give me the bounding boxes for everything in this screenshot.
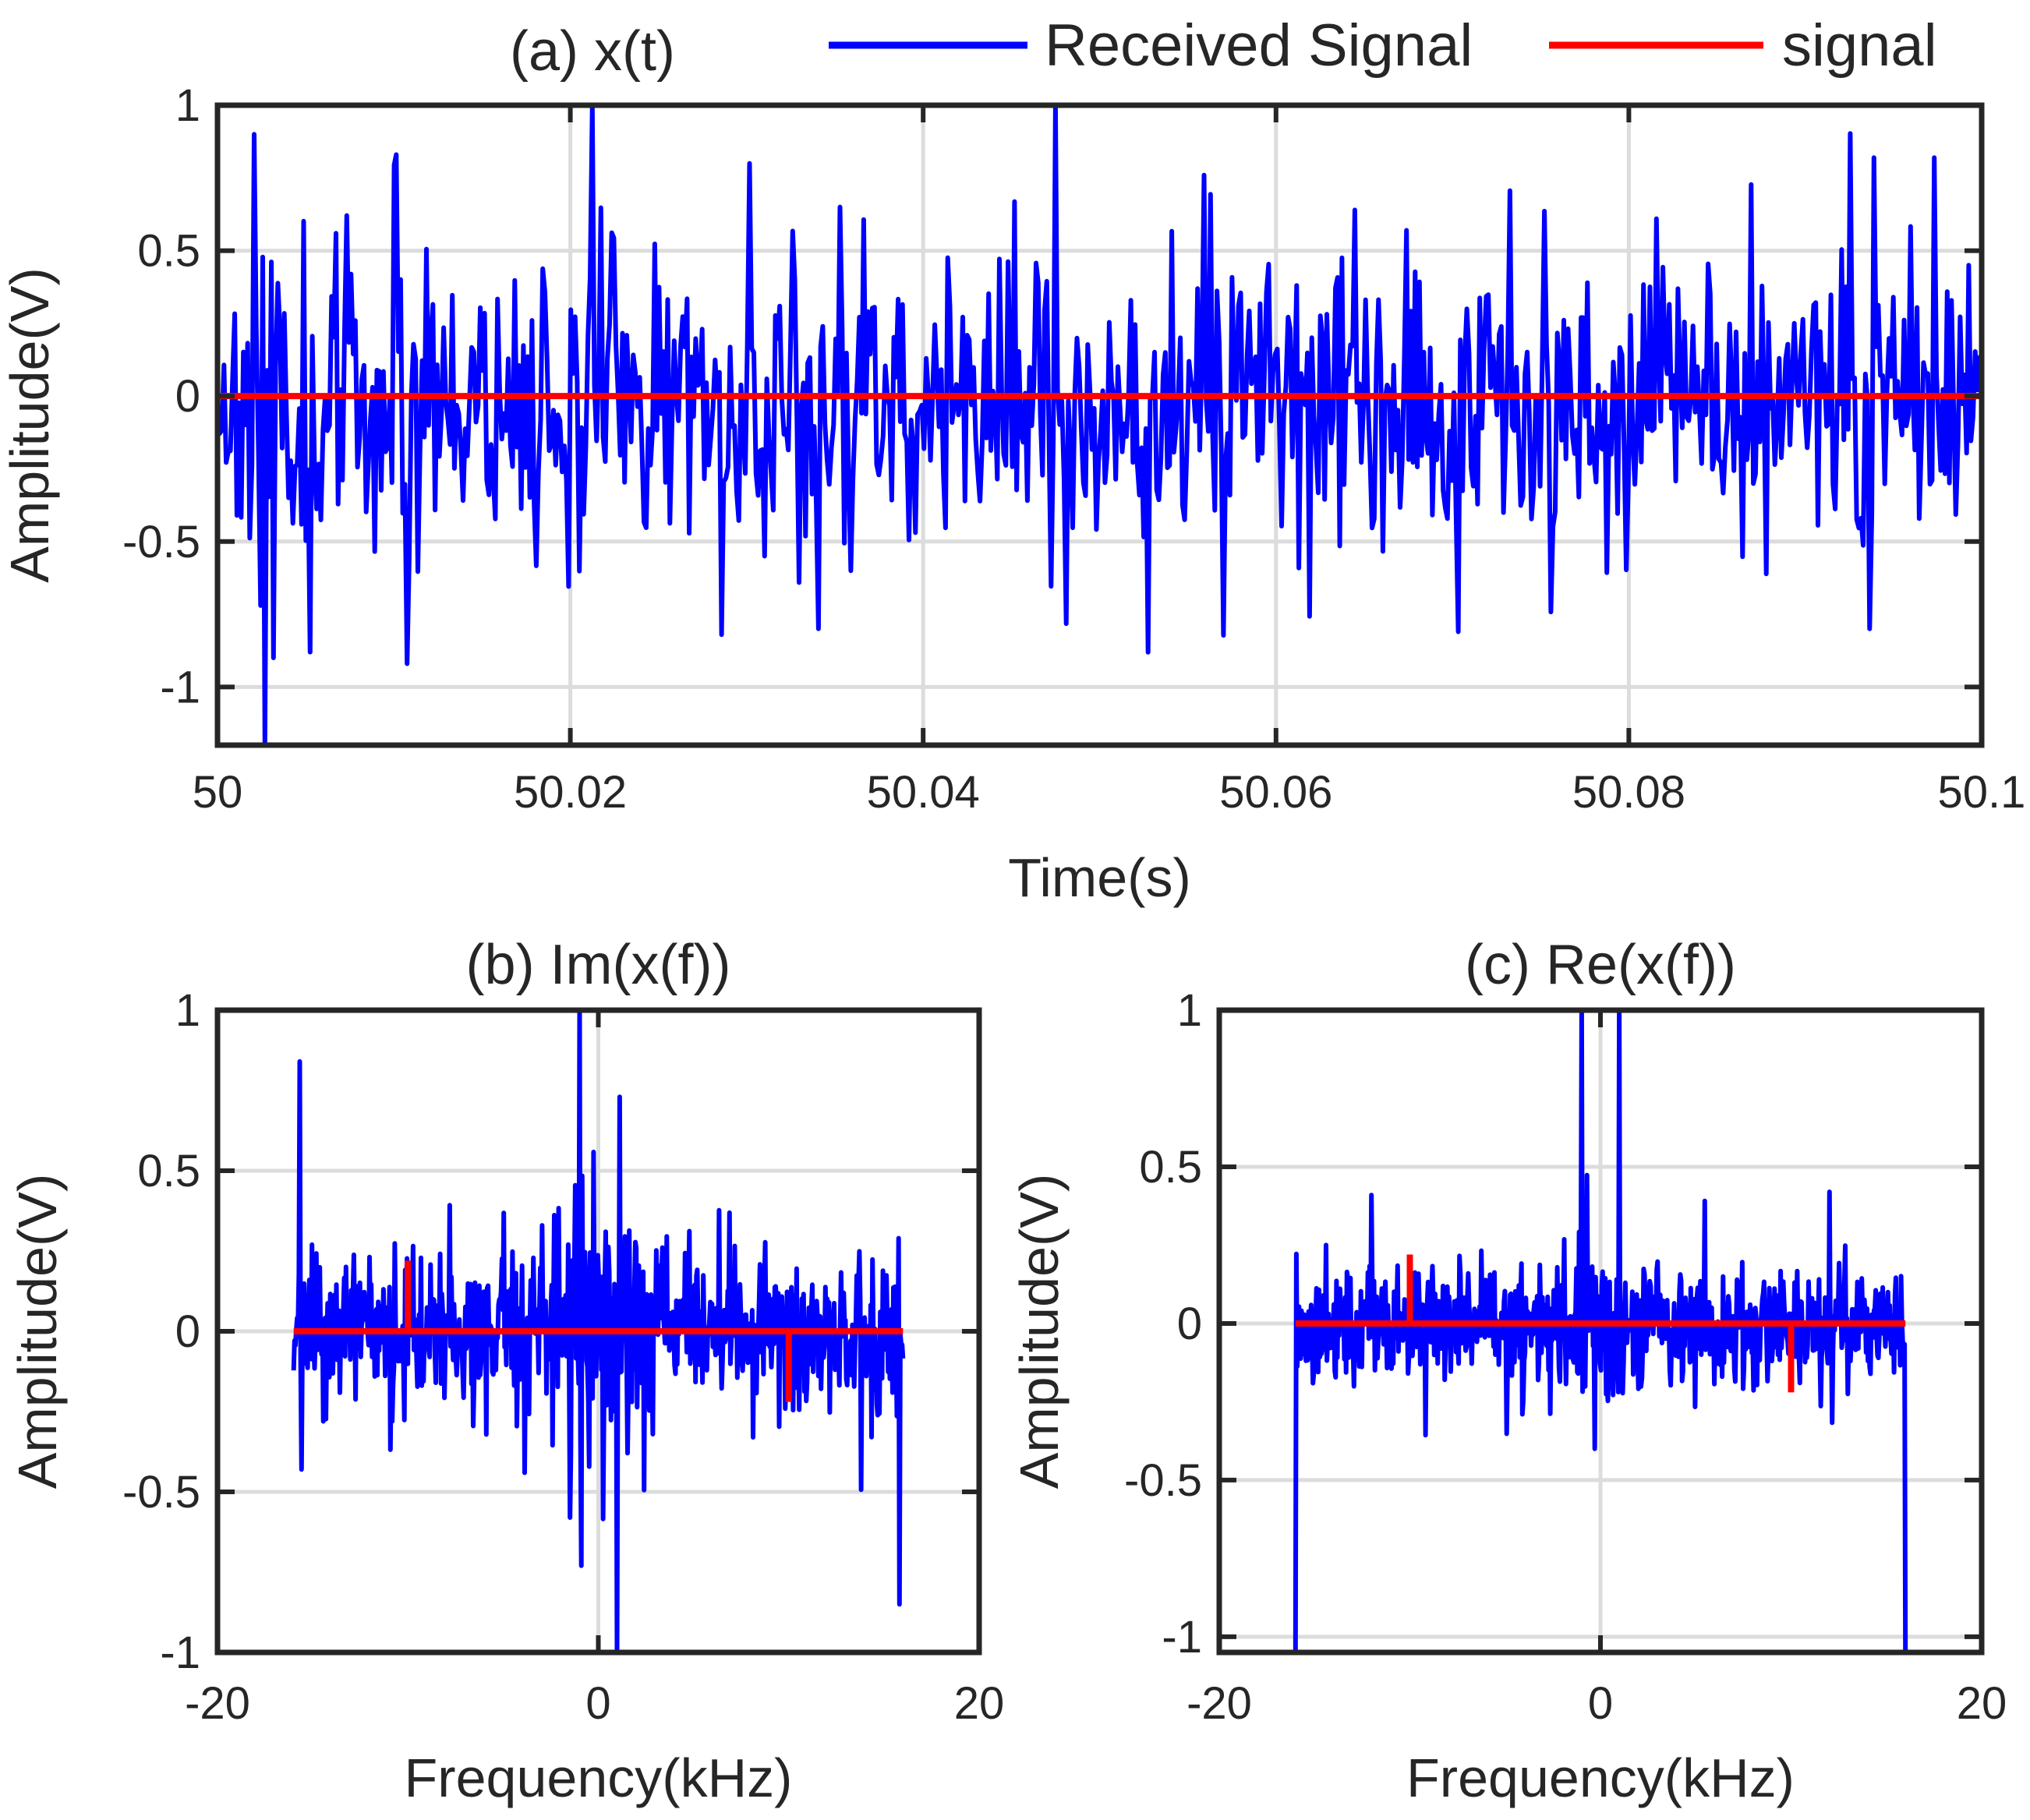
series-received-line bbox=[1293, 1010, 1908, 1652]
x-tick-label: 50.08 bbox=[1572, 767, 1685, 818]
y-tick-label: 1 bbox=[175, 985, 200, 1036]
plot-a-data bbox=[218, 105, 1982, 745]
y-tick-label: -1 bbox=[1162, 1612, 1202, 1663]
plot-c-xlabel: Frequency(kHz) bbox=[1406, 1748, 1795, 1808]
plot-c: -20 0 20 -1 -0.5 0 0.5 1 (c) Re(x(f)) Frequency… bbox=[1009, 934, 2007, 1808]
y-tick-label: 1 bbox=[175, 80, 200, 131]
plot-b-ticks: -20 0 20 -1 -0.5 0 0.5 1 bbox=[122, 985, 1004, 1729]
y-tick-label: 1 bbox=[1177, 985, 1202, 1036]
y-tick-label: -0.5 bbox=[122, 1467, 200, 1518]
y-tick-label: 0.5 bbox=[137, 1146, 200, 1196]
plot-a-title: (a) x(t) bbox=[510, 20, 675, 83]
plot-a: 50 50.02 50.04 50.06 50.08 50.1 -1 -0.5 0 0.5 1 (a… bbox=[0, 20, 2025, 908]
plot-b-ylabel: Amplitude(V) bbox=[7, 1174, 68, 1490]
x-tick-label: -20 bbox=[1187, 1678, 1252, 1729]
y-tick-label: -1 bbox=[160, 1627, 200, 1678]
y-tick-label: 0 bbox=[175, 1306, 200, 1357]
legend: Received Signal signal bbox=[829, 12, 1937, 79]
y-tick-label: 0.5 bbox=[1139, 1142, 1202, 1193]
x-tick-label: 20 bbox=[1957, 1678, 2007, 1729]
plot-a-ylabel: Amplitude(V) bbox=[0, 267, 60, 583]
x-tick-label: 50.1 bbox=[1938, 767, 2026, 818]
y-tick-label: 0 bbox=[175, 371, 200, 422]
x-tick-label: 20 bbox=[954, 1678, 1005, 1729]
x-tick-label: 0 bbox=[585, 1678, 610, 1729]
y-tick-label: -0.5 bbox=[1124, 1455, 1202, 1506]
legend-received-label: Received Signal bbox=[1045, 12, 1473, 79]
plot-b-data bbox=[291, 1010, 906, 1652]
x-tick-label: 50 bbox=[193, 767, 243, 818]
x-tick-label: 50.06 bbox=[1219, 767, 1332, 818]
series-received-line bbox=[218, 105, 1982, 745]
plot-c-ylabel: Amplitude(V) bbox=[1009, 1174, 1070, 1490]
y-tick-label: 0.5 bbox=[137, 226, 200, 277]
plot-b-xlabel: Frequency(kHz) bbox=[405, 1748, 793, 1808]
x-tick-label: 50.02 bbox=[514, 767, 627, 818]
legend-signal-label: signal bbox=[1782, 12, 1937, 79]
y-tick-label: -0.5 bbox=[122, 517, 200, 567]
plot-a-xlabel: Time(s) bbox=[1008, 847, 1191, 908]
plot-c-ticks: -20 0 20 -1 -0.5 0 0.5 1 bbox=[1124, 985, 2007, 1729]
y-tick-label: 0 bbox=[1177, 1299, 1202, 1349]
x-tick-label: 50.04 bbox=[867, 767, 980, 818]
plot-a-frame bbox=[214, 102, 1985, 748]
plot-c-title: (c) Re(x(f)) bbox=[1465, 934, 1736, 996]
x-tick-label: -20 bbox=[185, 1678, 250, 1729]
y-tick-label: -1 bbox=[160, 662, 200, 712]
x-tick-label: 0 bbox=[1588, 1678, 1613, 1729]
plot-b-title: (b) Im(x(f)) bbox=[466, 934, 731, 996]
plot-c-data bbox=[1293, 1010, 1908, 1652]
plot-a-ticks: 50 50.02 50.04 50.06 50.08 50.1 -1 -0.5 0 0.5 1 bbox=[122, 80, 2025, 818]
plot-b: -20 0 20 -1 -0.5 0 0.5 1 (b) Im(x(f)) Frequency… bbox=[7, 934, 1004, 1808]
